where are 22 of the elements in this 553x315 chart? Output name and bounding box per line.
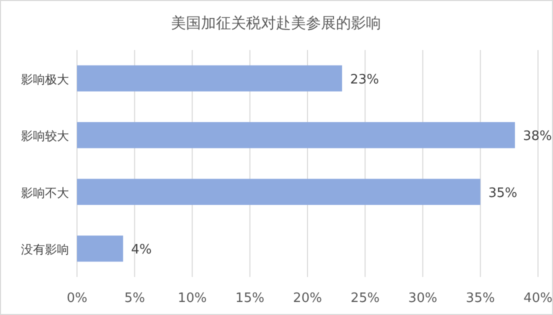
chart-title: 美国加征关税对赴美参展的影响 [171, 14, 381, 32]
y-tick-label: 影响较大 [21, 129, 69, 144]
bar [77, 178, 480, 205]
y-tick-label: 没有影响 [21, 242, 69, 257]
x-tick-label: 40% [524, 291, 552, 306]
data-label: 38% [522, 129, 552, 144]
x-tick-label: 25% [350, 291, 380, 306]
x-tick-label: 20% [293, 291, 322, 306]
x-tick-label: 35% [466, 291, 495, 306]
bar [77, 122, 515, 148]
bar [77, 65, 342, 92]
data-label: 23% [350, 72, 379, 88]
bar [77, 236, 124, 262]
data-label: 4% [131, 242, 152, 258]
data-label: 35% [488, 186, 518, 201]
x-tick-label: 10% [178, 291, 207, 306]
x-tick-label: 15% [235, 291, 264, 306]
x-tick-label: 0% [66, 291, 88, 306]
y-tick-label: 影响极大 [21, 72, 69, 86]
x-tick-label: 30% [408, 291, 438, 306]
y-tick-label: 影响不大 [21, 186, 69, 200]
x-tick-label: 5% [124, 291, 145, 306]
